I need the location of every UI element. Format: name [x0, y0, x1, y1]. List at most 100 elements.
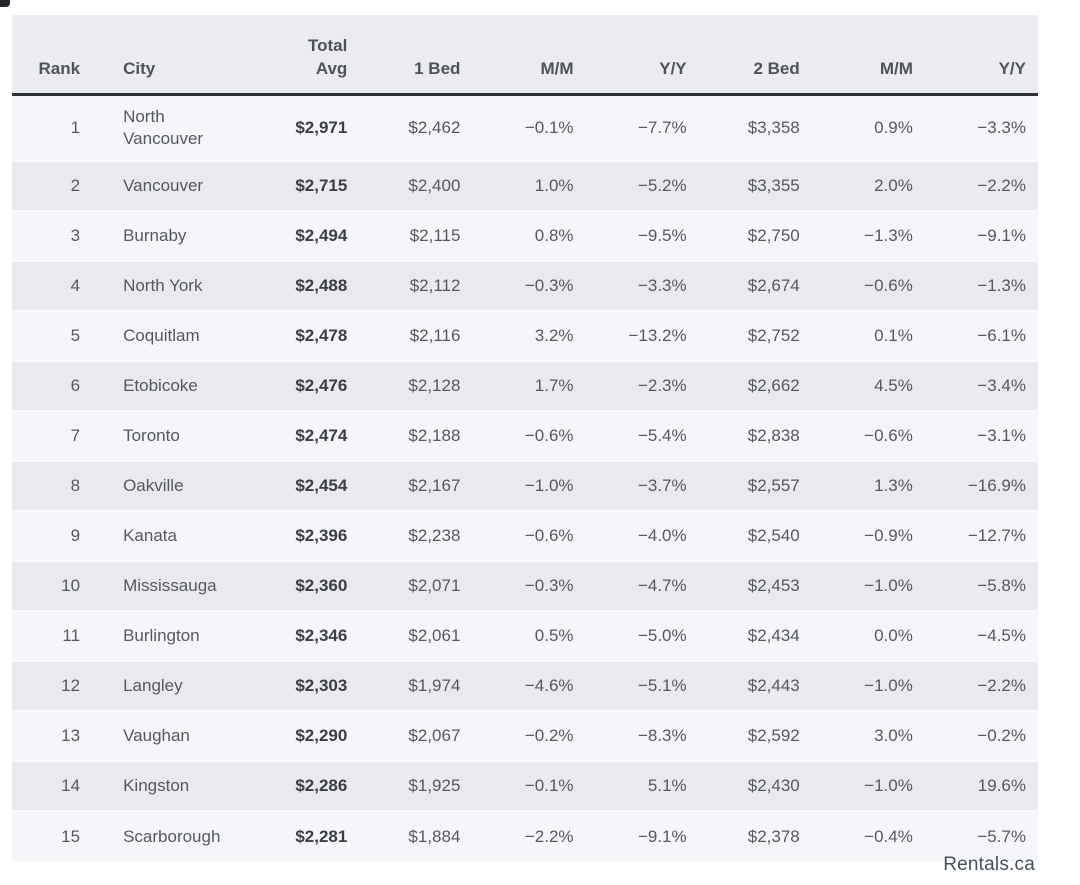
cell-1bed-mm: −0.3% [460, 560, 574, 612]
cell-city: North York [100, 260, 235, 312]
cell-1bed-yy: −9.5% [573, 210, 687, 262]
cell-1bed: $1,925 [347, 760, 461, 812]
column-header-2bed: 2 Bed [686, 15, 800, 96]
cell-rank: 10 [12, 560, 101, 612]
cell-total-avg: $2,474 [234, 410, 348, 462]
column-header-2bed-mm: M/M [799, 15, 913, 96]
cell-2bed-mm: −1.0% [799, 660, 913, 712]
cell-2bed-yy: −3.1% [912, 410, 1038, 462]
cell-city: Oakville [100, 460, 235, 512]
cell-1bed: $2,112 [347, 260, 461, 312]
cell-1bed-yy: −13.2% [573, 310, 687, 362]
cell-2bed-yy: −3.4% [912, 360, 1038, 412]
cell-city: Langley [100, 660, 235, 712]
cell-rank: 7 [12, 410, 101, 462]
cell-1bed-mm: −0.1% [524, 118, 574, 138]
column-header-1bed-mm: M/M [460, 15, 574, 96]
cell-rank: 11 [12, 610, 101, 662]
cell-city: Vancouver [100, 160, 235, 212]
cell-2bed: $2,430 [686, 760, 800, 812]
cell-rank: 1 [70, 118, 81, 138]
column-header-1bed: 1 Bed [347, 15, 461, 96]
cell-2bed-mm: 4.5% [799, 360, 913, 412]
cell-1bed-yy: −3.7% [573, 460, 687, 512]
cell-2bed: $2,453 [686, 560, 800, 612]
cell-total-avg: $2,971 [295, 118, 348, 138]
cell-2bed-yy: −12.7% [912, 510, 1038, 562]
cell-2bed-mm: 3.0% [799, 710, 913, 762]
cell-total-avg: $2,281 [234, 810, 348, 862]
cell-city: Kingston [100, 760, 235, 812]
cell-1bed-mm: 0.8% [460, 210, 574, 262]
cell-1bed: $1,974 [347, 660, 461, 712]
cell-rank: 5 [12, 310, 101, 362]
cell-2bed: $2,557 [686, 460, 800, 512]
table-row: 3 Burnaby $2,494 $2,115 0.8% −9.5% $2,75… [12, 210, 1038, 262]
table-row: 13 Vaughan $2,290 $2,067 −0.2% −8.3% $2,… [12, 710, 1038, 762]
column-header-total-avg: Total Avg [234, 15, 348, 96]
cell-total-avg: $2,454 [234, 460, 348, 512]
cell-2bed-mm: 2.0% [799, 160, 913, 212]
brand-watermark: Rentals.ca [943, 854, 1035, 875]
cell-rank: 8 [12, 460, 101, 512]
cell-2bed: $2,592 [686, 710, 800, 762]
cell-2bed: $2,378 [686, 810, 800, 862]
cell-1bed-mm: 1.7% [460, 360, 574, 412]
cell-total-avg: $2,286 [234, 760, 348, 812]
cell-2bed-mm: −0.9% [799, 510, 913, 562]
cell-2bed: $2,434 [686, 610, 800, 662]
cell-1bed-yy: −5.1% [573, 660, 687, 712]
table-row: 6 Etobicoke $2,476 $2,128 1.7% −2.3% $2,… [12, 360, 1038, 412]
cell-1bed-mm: −4.6% [460, 660, 574, 712]
cell-city: Coquitlam [100, 310, 235, 362]
cell-city: Burnaby [100, 210, 235, 262]
cell-1bed-mm: 3.2% [460, 310, 574, 362]
cell-rank: 15 [12, 810, 101, 862]
cell-rank: 14 [12, 760, 101, 812]
cell-2bed: $2,540 [686, 510, 800, 562]
cell-total-avg: $2,488 [234, 260, 348, 312]
table-body: 1 North Vancouver $2,971 $2,462 −0.1% −7… [12, 94, 1038, 862]
cell-2bed-mm: −1.0% [799, 760, 913, 812]
cell-1bed-yy: −5.4% [573, 410, 687, 462]
cell-1bed-mm: −1.0% [460, 460, 574, 512]
cell-total-avg: $2,478 [234, 310, 348, 362]
cell-total-avg: $2,476 [234, 360, 348, 412]
cell-2bed: $3,355 [686, 160, 800, 212]
cell-1bed-mm: −0.3% [460, 260, 574, 312]
cell-2bed-yy: −2.2% [912, 160, 1038, 212]
cell-1bed-yy: −5.0% [573, 610, 687, 662]
cell-2bed: $2,674 [686, 260, 800, 312]
table-row: 5 Coquitlam $2,478 $2,116 3.2% −13.2% $2… [12, 310, 1038, 362]
cell-city: Burlington [100, 610, 235, 662]
cell-1bed: $2,115 [347, 210, 461, 262]
cell-1bed: $2,238 [347, 510, 461, 562]
cell-city: Mississauga [100, 560, 235, 612]
cell-1bed-yy: −4.7% [573, 560, 687, 612]
cell-1bed: $2,167 [347, 460, 461, 512]
cell-2bed-mm: 1.3% [799, 460, 913, 512]
cell-2bed-mm: 0.0% [799, 610, 913, 662]
cell-2bed-yy: −0.2% [912, 710, 1038, 762]
cell-2bed-yy: −5.8% [912, 560, 1038, 612]
cell-2bed: $2,443 [686, 660, 800, 712]
cell-rank: 6 [12, 360, 101, 412]
cell-1bed-mm: 1.0% [460, 160, 574, 212]
city-rent-table: Rank City Total Avg 1 Bed M/M Y/Y 2 Bed … [12, 15, 1038, 862]
table-header-row: Rank City Total Avg 1 Bed M/M Y/Y 2 Bed … [12, 15, 1038, 96]
cell-1bed-mm: −2.2% [460, 810, 574, 862]
cell-2bed: $2,752 [686, 310, 800, 362]
cell-2bed: $2,662 [686, 360, 800, 412]
cell-total-avg: $2,494 [234, 210, 348, 262]
cell-1bed-mm: 0.5% [460, 610, 574, 662]
cell-2bed-mm: 0.9% [874, 118, 913, 138]
cell-1bed-yy: −9.1% [573, 810, 687, 862]
cell-1bed-yy: −2.3% [573, 360, 687, 412]
cell-2bed: $2,750 [686, 210, 800, 262]
cell-rank: 13 [12, 710, 101, 762]
cell-2bed-yy: −6.1% [912, 310, 1038, 362]
cell-1bed-mm: −0.2% [460, 710, 574, 762]
cell-2bed-yy: −9.1% [912, 210, 1038, 262]
cell-2bed: $3,358 [747, 118, 800, 138]
cell-1bed: $2,462 [408, 118, 461, 138]
